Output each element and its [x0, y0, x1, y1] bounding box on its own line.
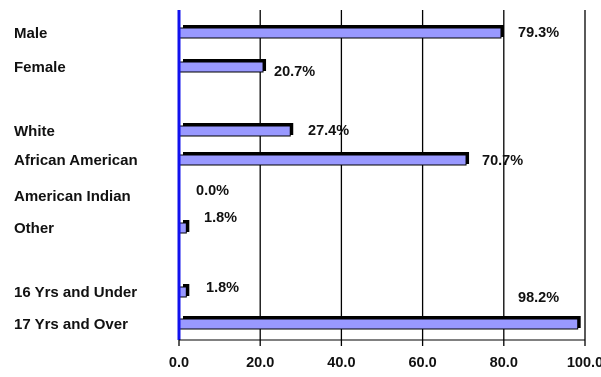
- category-label-american-indian: American Indian: [14, 188, 131, 205]
- bar-female: [179, 61, 264, 73]
- bar-17-yrs-and-over: [179, 318, 579, 330]
- x-tick-label: 100.0: [567, 355, 601, 371]
- data-label-american-indian: 0.0%: [196, 183, 229, 199]
- bar-male: [179, 27, 502, 39]
- data-label-17-yrs-and-over: 98.2%: [518, 290, 559, 306]
- category-label-16-yrs-and-under: 16 Yrs and Under: [14, 284, 137, 301]
- grid-lines: [259, 10, 586, 340]
- x-tick-label: 60.0: [408, 355, 436, 371]
- category-label-white: White: [14, 123, 55, 140]
- data-labels: 79.3% 20.7% 27.4% 70.7% 0.0% 1.8% 1.8% 98.2%: [196, 25, 559, 306]
- data-label-white: 27.4%: [308, 123, 349, 139]
- category-labels: Male Female White African American American …: [14, 25, 138, 333]
- category-label-male: Male: [14, 25, 47, 42]
- x-tick-label: 40.0: [327, 355, 355, 371]
- bar-other: [179, 222, 187, 234]
- bar-16-yrs-and-under: [179, 286, 187, 298]
- category-label-other: Other: [14, 220, 54, 237]
- data-label-16-yrs-and-under: 1.8%: [206, 280, 239, 296]
- category-label-17-yrs-and-over: 17 Yrs and Over: [14, 316, 128, 333]
- category-label-female: Female: [14, 59, 66, 76]
- category-label-african-american: African American: [14, 152, 138, 169]
- bar-african-american: [179, 154, 467, 166]
- data-label-african-american: 70.7%: [482, 153, 523, 169]
- data-label-other: 1.8%: [204, 210, 237, 226]
- x-tick-label: 0.0: [169, 355, 189, 371]
- data-label-male: 79.3%: [518, 25, 559, 41]
- bar-white: [179, 125, 291, 137]
- axes: [177, 10, 586, 346]
- x-tick-label: 80.0: [490, 355, 518, 371]
- data-label-female: 20.7%: [274, 64, 315, 80]
- x-tick-labels: 0.0 20.0 40.0 60.0 80.0 100.0: [169, 355, 601, 371]
- x-tick-label: 20.0: [246, 355, 274, 371]
- bars: [179, 25, 581, 330]
